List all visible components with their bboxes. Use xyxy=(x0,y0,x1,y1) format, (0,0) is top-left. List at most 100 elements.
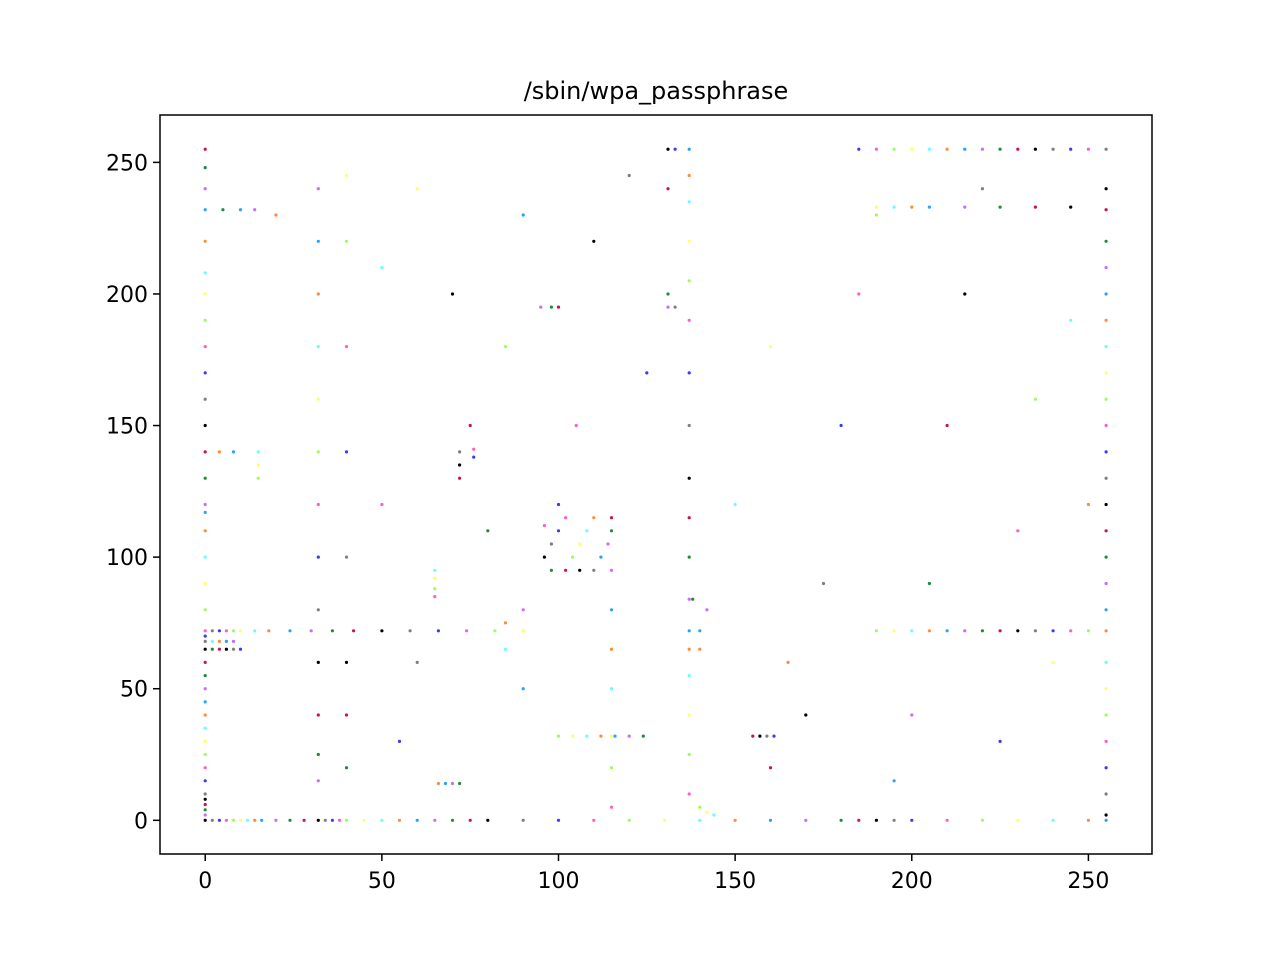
data-point xyxy=(733,502,737,507)
data-point xyxy=(1104,608,1108,612)
data-point xyxy=(1104,476,1108,480)
data-point xyxy=(549,542,554,546)
data-point xyxy=(217,629,221,633)
data-point xyxy=(397,739,402,744)
data-point xyxy=(210,818,214,822)
data-point xyxy=(892,818,896,822)
data-point xyxy=(1086,502,1090,507)
data-point xyxy=(521,629,525,633)
data-point xyxy=(260,818,264,822)
data-point xyxy=(874,629,879,633)
data-point xyxy=(627,734,631,738)
data-point xyxy=(316,187,320,191)
data-point xyxy=(666,147,670,151)
data-point xyxy=(571,734,575,738)
data-point xyxy=(436,629,440,633)
data-point xyxy=(963,629,967,633)
data-point xyxy=(344,818,349,822)
data-point xyxy=(256,450,260,454)
data-point xyxy=(210,629,214,633)
data-point xyxy=(465,629,469,633)
data-point xyxy=(627,173,631,178)
data-point xyxy=(927,629,932,633)
data-point xyxy=(521,818,525,822)
data-point xyxy=(910,205,914,209)
data-point xyxy=(203,739,207,744)
data-point xyxy=(316,345,320,349)
data-point xyxy=(585,529,589,533)
data-point xyxy=(203,634,207,638)
data-point xyxy=(698,647,702,651)
data-point xyxy=(231,647,236,651)
data-point xyxy=(1051,818,1055,822)
data-point xyxy=(1104,529,1108,533)
data-point xyxy=(203,397,207,401)
data-point xyxy=(609,734,614,738)
data-point xyxy=(344,555,349,559)
data-point xyxy=(892,205,896,209)
data-point xyxy=(698,805,702,809)
data-point xyxy=(705,810,709,815)
data-point xyxy=(592,818,596,822)
data-point xyxy=(556,818,561,822)
x-tick-label: 250 xyxy=(1067,869,1109,894)
data-point xyxy=(330,629,334,633)
data-point xyxy=(687,713,691,717)
data-point xyxy=(687,476,691,480)
data-point xyxy=(571,555,575,559)
data-point xyxy=(433,576,437,580)
data-point xyxy=(1104,423,1108,428)
points-layer xyxy=(203,147,1108,822)
data-point xyxy=(316,713,320,717)
data-point xyxy=(1069,205,1073,209)
data-point xyxy=(874,147,879,151)
data-point xyxy=(408,629,412,633)
data-point xyxy=(585,734,589,738)
data-point xyxy=(687,239,691,243)
data-point xyxy=(1086,147,1090,151)
data-point xyxy=(666,305,670,309)
data-point xyxy=(609,805,614,809)
data-point xyxy=(606,542,610,546)
data-point xyxy=(910,713,914,717)
data-point xyxy=(337,818,342,822)
data-point xyxy=(539,305,543,309)
data-point xyxy=(224,818,228,822)
data-point xyxy=(758,734,762,738)
data-point xyxy=(203,208,207,212)
data-point xyxy=(1069,147,1073,151)
data-point xyxy=(910,818,914,822)
data-point xyxy=(203,779,207,783)
data-point xyxy=(1104,713,1108,717)
data-point xyxy=(892,147,896,151)
data-point xyxy=(592,516,596,520)
data-point xyxy=(493,629,497,633)
data-point xyxy=(316,450,320,454)
data-point xyxy=(415,660,419,665)
data-point xyxy=(433,587,437,591)
data-point xyxy=(786,660,790,665)
data-point xyxy=(224,629,228,633)
data-point xyxy=(1033,147,1037,151)
data-point xyxy=(224,647,228,651)
y-tick-label: 200 xyxy=(106,283,148,308)
data-point xyxy=(203,818,207,822)
data-point xyxy=(980,187,985,191)
data-point xyxy=(316,660,320,665)
data-point xyxy=(927,147,932,151)
data-point xyxy=(1104,208,1108,212)
data-point xyxy=(1104,818,1108,822)
data-point xyxy=(542,524,547,528)
data-point xyxy=(472,455,476,459)
data-point xyxy=(472,447,476,451)
x-axis: 0 50 100 150 200 250 xyxy=(198,854,1109,894)
data-point xyxy=(433,595,437,599)
data-point xyxy=(578,542,582,546)
data-point xyxy=(316,608,320,612)
data-point xyxy=(687,597,691,601)
data-point xyxy=(687,200,691,204)
data-point xyxy=(1033,205,1037,209)
data-point xyxy=(578,568,582,572)
data-point xyxy=(687,318,691,322)
data-point xyxy=(231,450,236,454)
